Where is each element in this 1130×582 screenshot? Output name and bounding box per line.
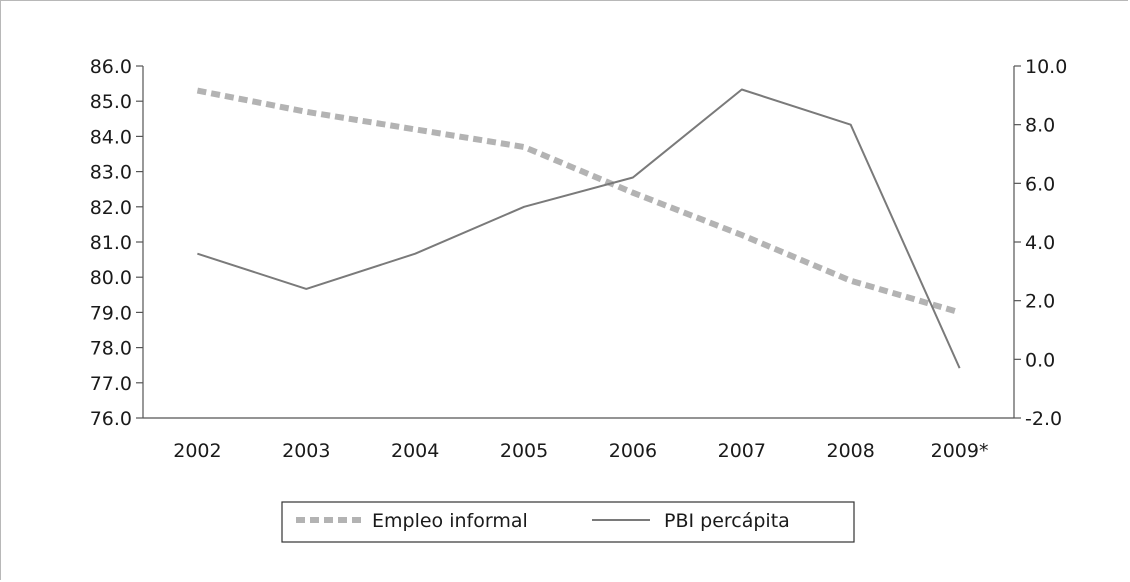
legend-box <box>281 501 855 543</box>
right-tick-label: 4.0 <box>1025 232 1055 254</box>
left-tick-label: 84.0 <box>90 126 132 148</box>
legend: Empleo informal PBI percápita <box>281 501 855 543</box>
legend-label-pbi-percapita: PBI percápita <box>664 510 790 532</box>
x-tick-label: 2005 <box>500 440 548 462</box>
left-tick-label: 77.0 <box>90 373 132 395</box>
left-tick-label: 85.0 <box>90 91 132 113</box>
right-tick-label: 8.0 <box>1025 115 1055 137</box>
series-line-pbi-percapita <box>197 88 961 369</box>
series-line-empleo-informal <box>196 87 961 316</box>
x-axis: 2002 2003 2004 2005 2006 2007 2008 2009* <box>173 440 988 462</box>
right-tick-label: 0.0 <box>1025 349 1055 371</box>
x-tick-label: 2006 <box>609 440 657 462</box>
legend-label-empleo-informal: Empleo informal <box>372 510 528 532</box>
x-tick-label: 2009* <box>931 440 989 462</box>
x-tick-label: 2003 <box>282 440 330 462</box>
x-tick-label: 2008 <box>827 440 875 462</box>
right-y-axis: -2.0 0.0 2.0 4.0 6.0 8.0 10.0 <box>1014 56 1067 430</box>
x-tick-label: 2004 <box>391 440 439 462</box>
left-tick-label: 80.0 <box>90 267 132 289</box>
x-tick-label: 2002 <box>173 440 221 462</box>
left-tick-label: 86.0 <box>90 56 132 78</box>
right-tick-label: 6.0 <box>1025 173 1055 195</box>
x-tick-label: 2007 <box>718 440 766 462</box>
right-tick-label: 2.0 <box>1025 291 1055 313</box>
left-tick-label: 81.0 <box>90 232 132 254</box>
series-layer <box>196 87 961 369</box>
right-tick-label: 10.0 <box>1025 56 1067 78</box>
left-tick-label: 78.0 <box>90 338 132 360</box>
left-tick-label: 82.0 <box>90 197 132 219</box>
chart-axes <box>142 66 1015 419</box>
right-tick-label: -2.0 <box>1025 408 1062 430</box>
left-y-axis: 76.0 77.0 78.0 79.0 80.0 81.0 82.0 83.0 84.0 85.0… <box>90 56 143 430</box>
left-tick-label: 79.0 <box>90 302 132 324</box>
left-tick-label: 76.0 <box>90 408 132 430</box>
left-tick-label: 83.0 <box>90 162 132 184</box>
